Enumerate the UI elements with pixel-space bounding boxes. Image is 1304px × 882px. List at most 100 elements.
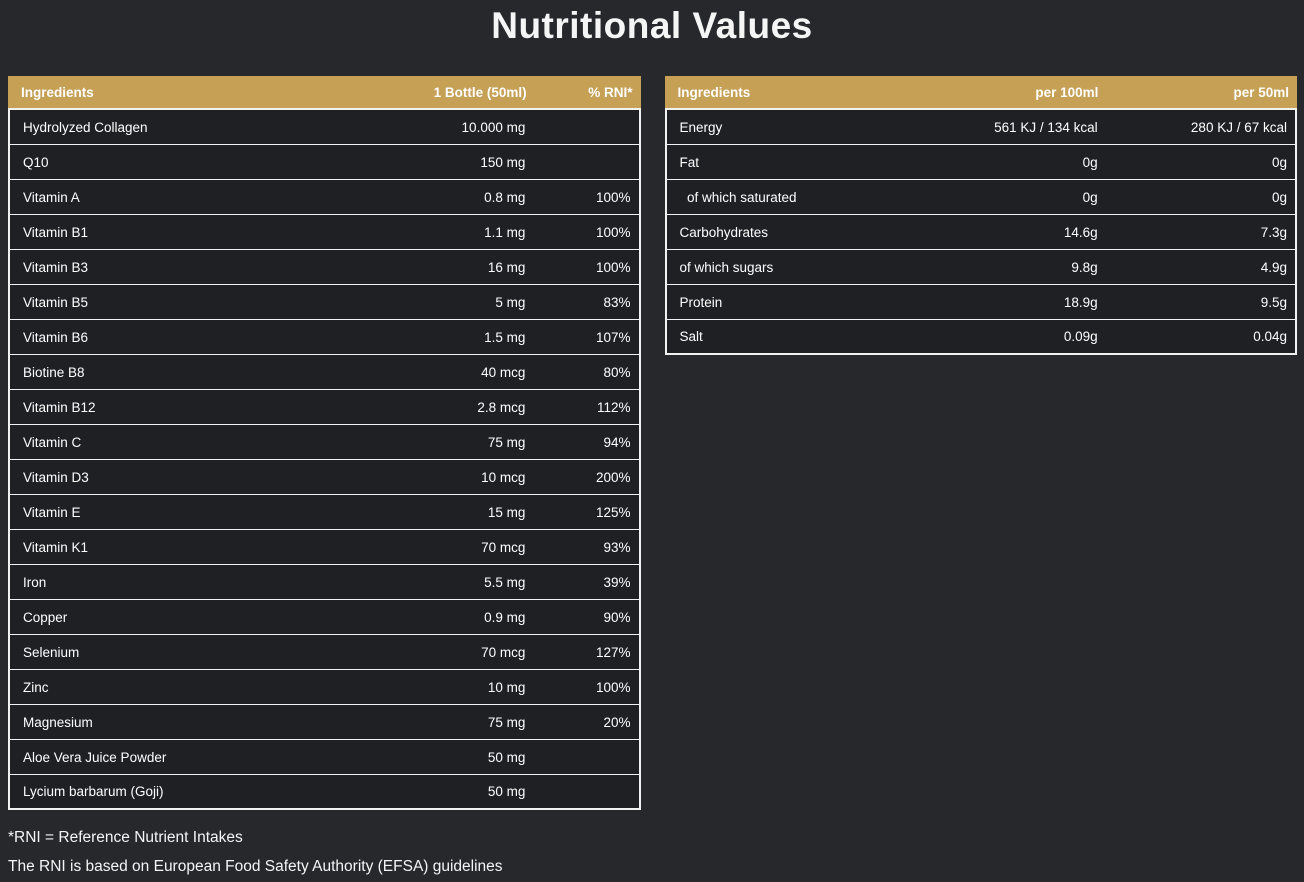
- table-row: of which saturated 0g 0g: [666, 180, 1295, 215]
- table-row: Carbohydrates 14.6g 7.3g: [666, 215, 1295, 250]
- table-row: Vitamin A 0.8 mg 100%: [10, 180, 639, 215]
- secondary-amount-cell: 100%: [595, 259, 631, 275]
- secondary-amount-cell: 94%: [603, 434, 631, 450]
- table-row: Vitamin E 15 mg 125%: [10, 495, 639, 530]
- ingredient-name-cell: of which saturated: [679, 189, 797, 205]
- amount-cell: 10 mg: [487, 679, 526, 695]
- secondary-amount-cell: 90%: [603, 609, 631, 625]
- footnotes: *RNI = Reference Nutrient Intakes The RN…: [0, 823, 1304, 881]
- amount-cell: 50 mg: [487, 784, 526, 799]
- secondary-amount-cell: 125%: [595, 504, 631, 520]
- table-row: Protein 18.9g 9.5g: [666, 285, 1295, 320]
- table-row: Vitamin B6 1.5 mg 107%: [10, 320, 639, 355]
- nutrition-facts-body: Energy 561 KJ / 134 kcal 280 KJ / 67 kcal F…: [664, 108, 1297, 355]
- amount-cell: 15 mg: [487, 504, 526, 520]
- table-row: Salt 0.09g 0.04g: [666, 320, 1295, 353]
- amount-cell: 0.8 mg: [484, 189, 526, 205]
- secondary-amount-cell: 200%: [595, 469, 631, 485]
- table-row: Fat 0g 0g: [666, 145, 1295, 180]
- ingredient-name-cell: Vitamin B6: [23, 329, 89, 345]
- secondary-amount-cell: 83%: [603, 294, 631, 310]
- amount-cell: 14.6g: [1063, 224, 1098, 240]
- column-header-ingredients: Ingredients: [21, 84, 94, 100]
- ingredient-name-cell: Energy: [679, 119, 723, 135]
- ingredient-name-cell: Protein: [679, 294, 723, 310]
- nutrition-facts-header-row: Ingredients per 100ml per 50ml: [664, 76, 1297, 108]
- secondary-amount-cell: 100%: [595, 189, 631, 205]
- table-row: Selenium 70 mcg 127%: [10, 635, 639, 670]
- amount-cell: 561 KJ / 134 kcal: [994, 119, 1098, 135]
- ingredient-name-cell: Vitamin B12: [23, 399, 96, 415]
- secondary-amount-cell: 0g: [1271, 189, 1287, 205]
- column-header-per-100ml: per 100ml: [1035, 84, 1099, 100]
- table-row: Zinc 10 mg 100%: [10, 670, 639, 705]
- amount-cell: 50 mg: [487, 749, 526, 765]
- table-row: Aloe Vera Juice Powder 50 mg: [10, 740, 639, 775]
- supplement-facts-table: Ingredients 1 Bottle (50ml) % RNI* Hydro…: [8, 76, 641, 810]
- amount-cell: 16 mg: [487, 259, 526, 275]
- table-row: Vitamin K1 70 mcg 93%: [10, 530, 639, 565]
- secondary-amount-cell: 4.9g: [1260, 259, 1287, 275]
- amount-cell: 40 mcg: [481, 364, 526, 380]
- table-row: Vitamin C 75 mg 94%: [10, 425, 639, 460]
- ingredient-name-cell: of which sugars: [679, 259, 774, 275]
- amount-cell: 0g: [1082, 154, 1098, 170]
- table-row: Vitamin B5 5 mg 83%: [10, 285, 639, 320]
- ingredient-name-cell: Fat: [679, 154, 700, 170]
- secondary-amount-cell: 7.3g: [1260, 224, 1287, 240]
- ingredient-name-cell: Iron: [23, 574, 47, 590]
- column-header-bottle-50ml: 1 Bottle (50ml): [433, 84, 527, 100]
- amount-cell: 1.5 mg: [484, 329, 526, 345]
- supplement-facts-header-row: Ingredients 1 Bottle (50ml) % RNI*: [8, 76, 641, 108]
- footnote-rni-source: The RNI is based on European Food Safety…: [8, 858, 503, 875]
- ingredient-name-cell: Vitamin B5: [23, 294, 89, 310]
- secondary-amount-cell: 100%: [595, 224, 631, 240]
- amount-cell: 10 mcg: [481, 469, 526, 485]
- amount-cell: 5.5 mg: [484, 574, 526, 590]
- ingredient-name-cell: Vitamin E: [23, 504, 81, 520]
- secondary-amount-cell: 20%: [603, 714, 631, 730]
- tables-container: Ingredients 1 Bottle (50ml) % RNI* Hydro…: [0, 76, 1304, 810]
- table-row: Iron 5.5 mg 39%: [10, 565, 639, 600]
- ingredient-name-cell: Aloe Vera Juice Powder: [23, 749, 167, 765]
- secondary-amount-cell: 0g: [1271, 154, 1287, 170]
- column-header-per-50ml: per 50ml: [1233, 84, 1289, 100]
- secondary-amount-cell: 280 KJ / 67 kcal: [1190, 119, 1287, 135]
- secondary-amount-cell: 80%: [603, 364, 631, 380]
- amount-cell: 0.9 mg: [484, 609, 526, 625]
- ingredient-name-cell: Magnesium: [23, 714, 93, 730]
- ingredient-name-cell: Lycium barbarum (Goji): [23, 784, 164, 799]
- page-title: Nutritional Values: [491, 5, 813, 46]
- ingredient-name-cell: Vitamin C: [23, 434, 82, 450]
- ingredient-name-cell: Salt: [679, 329, 703, 344]
- ingredient-name-cell: Q10: [23, 154, 49, 170]
- amount-cell: 75 mg: [487, 434, 526, 450]
- amount-cell: 1.1 mg: [484, 224, 526, 240]
- table-row: Biotine B8 40 mcg 80%: [10, 355, 639, 390]
- secondary-amount-cell: 100%: [595, 679, 631, 695]
- table-row: Hydrolyzed Collagen 10.000 mg: [10, 110, 639, 145]
- table-row: Magnesium 75 mg 20%: [10, 705, 639, 740]
- ingredient-name-cell: Zinc: [23, 679, 49, 695]
- ingredient-name-cell: Vitamin D3: [23, 469, 89, 485]
- amount-cell: 70 mcg: [481, 644, 526, 660]
- supplement-facts-body: Hydrolyzed Collagen 10.000 mg Q10 150 mg Vit…: [8, 108, 641, 810]
- nutrition-facts-table: Ingredients per 100ml per 50ml Energy 561…: [664, 76, 1297, 355]
- table-row: of which sugars 9.8g 4.9g: [666, 250, 1295, 285]
- column-header-ingredients: Ingredients: [677, 84, 751, 100]
- secondary-amount-cell: 39%: [603, 574, 631, 590]
- secondary-amount-cell: 127%: [595, 644, 631, 660]
- amount-cell: 0.09g: [1063, 329, 1098, 344]
- amount-cell: 9.8g: [1071, 259, 1098, 275]
- ingredient-name-cell: Selenium: [23, 644, 80, 660]
- column-header-percent-rni: % RNI*: [588, 84, 633, 100]
- ingredient-name-cell: Hydrolyzed Collagen: [23, 119, 148, 135]
- table-row: Vitamin B12 2.8 mcg 112%: [10, 390, 639, 425]
- table-row: Q10 150 mg: [10, 145, 639, 180]
- table-row: Vitamin B3 16 mg 100%: [10, 250, 639, 285]
- secondary-amount-cell: 93%: [603, 539, 631, 555]
- amount-cell: 5 mg: [495, 294, 526, 310]
- secondary-amount-cell: 107%: [595, 329, 631, 345]
- amount-cell: 150 mg: [480, 154, 526, 170]
